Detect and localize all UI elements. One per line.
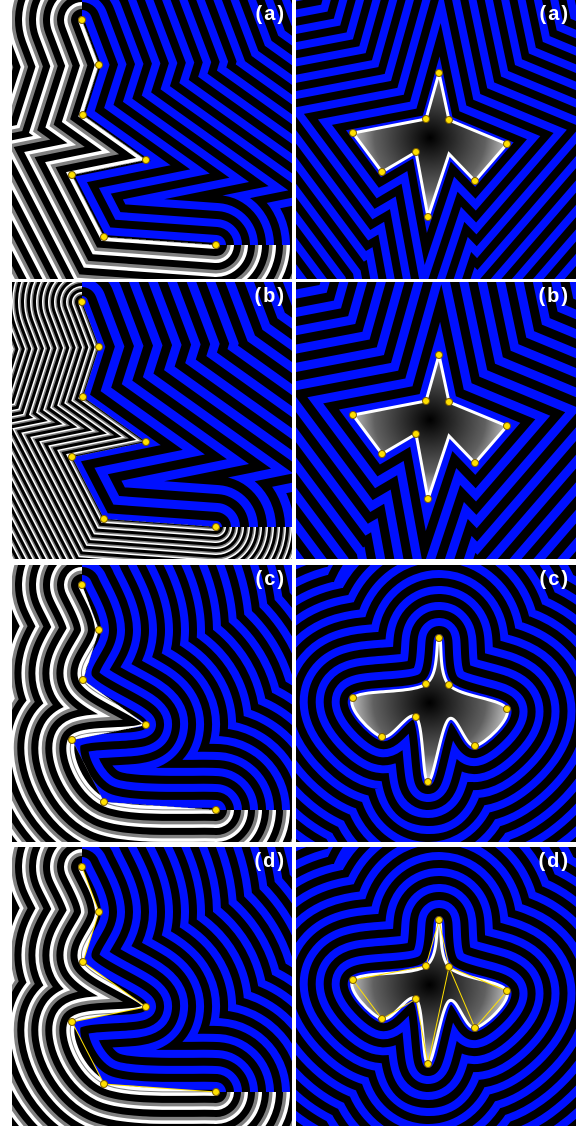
panel-label: (d) — [538, 850, 570, 872]
control-point — [435, 69, 443, 77]
control-point — [212, 241, 220, 249]
control-point — [503, 422, 511, 430]
control-point — [349, 976, 357, 984]
control-point — [142, 438, 150, 446]
panel-a-right: (a) — [296, 0, 576, 279]
fringe-pattern — [12, 0, 292, 279]
control-point — [412, 148, 420, 156]
control-point — [212, 1088, 220, 1096]
panel-label: (c) — [255, 568, 286, 590]
control-point — [78, 298, 86, 306]
panel-b-left: (b) — [12, 282, 292, 559]
control-point — [100, 1080, 108, 1088]
control-point — [142, 1003, 150, 1011]
control-point — [78, 581, 86, 589]
panel-d-right: (d) — [296, 847, 576, 1126]
control-point — [78, 16, 86, 24]
control-point — [471, 459, 479, 467]
control-point — [79, 676, 87, 684]
control-point — [95, 343, 103, 351]
control-point — [445, 398, 453, 406]
control-point — [422, 680, 430, 688]
panel-d-left: (d) — [12, 847, 292, 1126]
control-point — [435, 916, 443, 924]
panel-label: (d) — [254, 850, 286, 872]
control-point — [349, 694, 357, 702]
control-point — [79, 393, 87, 401]
control-point — [100, 798, 108, 806]
control-point — [471, 177, 479, 185]
control-point — [471, 742, 479, 750]
control-point — [422, 115, 430, 123]
control-point — [422, 397, 430, 405]
control-point — [95, 61, 103, 69]
control-point — [95, 908, 103, 916]
control-point — [435, 351, 443, 359]
control-point — [95, 626, 103, 634]
panel-label: (a) — [255, 3, 286, 25]
fringe-pattern — [296, 847, 576, 1126]
fringe-pattern — [296, 565, 576, 842]
control-point — [424, 1060, 432, 1068]
panel-a-left: (a) — [12, 0, 292, 279]
control-point — [349, 411, 357, 419]
control-point — [412, 713, 420, 721]
control-point — [79, 111, 87, 119]
control-point — [412, 430, 420, 438]
control-point — [378, 733, 386, 741]
control-point — [503, 987, 511, 995]
fringe-pattern — [296, 0, 576, 279]
fringe-pattern — [12, 282, 292, 559]
control-point — [378, 1015, 386, 1023]
control-point — [68, 736, 76, 744]
control-point — [503, 705, 511, 713]
panel-c-right: (c) — [296, 565, 576, 842]
control-point — [378, 168, 386, 176]
fringe-pattern — [296, 282, 576, 559]
control-point — [412, 995, 420, 1003]
control-point — [78, 863, 86, 871]
control-point — [422, 962, 430, 970]
panel-label: (a) — [539, 3, 570, 25]
control-point — [424, 213, 432, 221]
control-point — [100, 233, 108, 241]
control-point — [503, 140, 511, 148]
control-point — [142, 156, 150, 164]
control-point — [68, 171, 76, 179]
panel-b-right: (b) — [296, 282, 576, 559]
control-point — [349, 129, 357, 137]
control-point — [100, 515, 108, 523]
control-point — [435, 634, 443, 642]
control-point — [68, 453, 76, 461]
control-point — [445, 681, 453, 689]
control-point — [212, 806, 220, 814]
control-point — [471, 1024, 479, 1032]
panel-label: (b) — [538, 285, 570, 307]
control-point — [424, 495, 432, 503]
control-point — [142, 721, 150, 729]
panel-label: (b) — [254, 285, 286, 307]
panel-c-left: (c) — [12, 565, 292, 842]
panel-label: (c) — [539, 568, 570, 590]
control-point — [445, 963, 453, 971]
fringe-pattern — [12, 847, 292, 1126]
control-point — [445, 116, 453, 124]
control-point — [212, 523, 220, 531]
control-point — [378, 450, 386, 458]
control-point — [68, 1018, 76, 1026]
control-point — [424, 778, 432, 786]
control-point — [79, 958, 87, 966]
fringe-pattern — [12, 565, 292, 842]
